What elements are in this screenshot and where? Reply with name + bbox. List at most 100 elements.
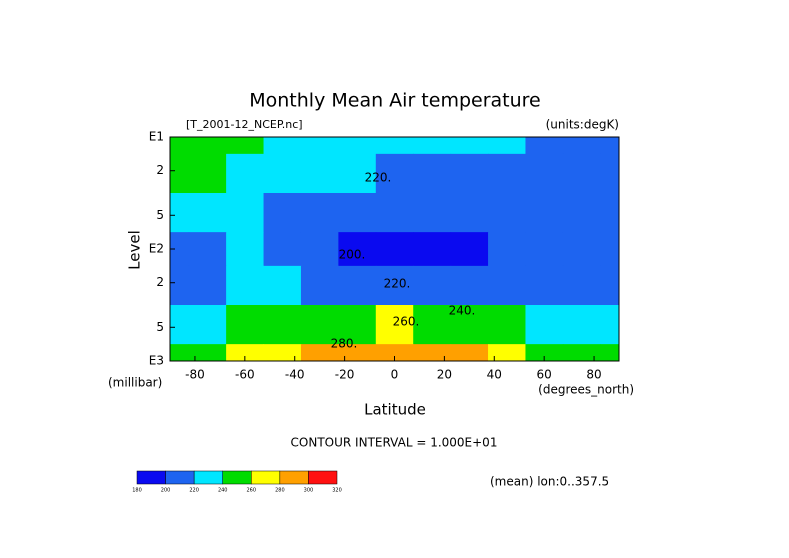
footer: (mean) lon:0..357.5 [490,475,609,489]
contour-cell [263,232,302,267]
contour-cell [525,305,564,345]
contour-cell [338,153,377,194]
contour-cell [338,344,377,362]
units-label: (units:degK) [546,118,619,132]
contour-cell [188,153,227,194]
contour-cell [562,193,601,233]
x-tick-label: 80 [586,368,601,382]
colorbar-box [193,470,223,485]
colorbar-box [136,470,166,485]
contour-cell [600,305,620,345]
contour-cell [562,232,601,267]
contour-cell [188,305,227,345]
contour-cell [226,153,265,194]
y-tick-label: E1 [149,130,164,144]
colorbar-label: 180 [132,488,142,494]
contour-cell [263,137,302,155]
contour-cell [263,344,302,362]
contour-cell [375,137,414,155]
contour-cell [488,153,526,194]
contour-cell [450,265,489,306]
contour-cell [170,344,190,362]
contour-cell [488,232,526,267]
x-tick-label: -60 [235,368,255,382]
x-unit-label: (degrees_north) [538,383,634,397]
contour-cell [450,344,489,362]
contour-cell [375,153,414,194]
contour-cell [488,193,526,233]
x-tick-label: 20 [437,368,452,382]
contour-cell [300,193,339,233]
contour-cell [263,305,302,345]
contour-cell [338,137,377,155]
contour-cell [263,153,302,194]
contour-cell [263,193,302,233]
contour-cell [375,193,414,233]
colorbar-label: 300 [304,488,314,494]
x-tick-label: 0 [391,368,399,382]
contour-cell [188,265,227,306]
contour-cell [300,344,339,362]
contour-cell [450,232,489,267]
contour-cell [488,344,526,362]
colorbar-box [165,470,195,485]
contour-cell [600,265,620,306]
y-unit-label: (millibar) [108,376,162,390]
contour-cell [488,265,526,306]
x-axis-label: Latitude [364,401,426,419]
contour-cell [338,265,377,306]
contour-cell [562,344,601,362]
contour-cell [413,137,452,155]
contour-cell [600,232,620,267]
contour-cell [226,137,265,155]
contour-cell [600,193,620,233]
contour-cell [170,232,190,267]
contour-cell [375,305,414,345]
contour-label: 280. [331,337,358,351]
contour-cell [413,153,452,194]
contour-cell [525,265,564,306]
y-tick-label: 2 [156,275,164,289]
contour-cell [300,305,339,345]
y-tick-label: E2 [149,242,164,256]
x-tick-label: 40 [487,368,502,382]
contour-cell [300,153,339,194]
colorbar-box [251,470,281,485]
contour-cell [375,344,414,362]
contour-label: 220. [365,171,392,185]
contour-cell [525,137,564,155]
contour-cell [450,153,489,194]
contour-cell [525,232,564,267]
source-label: [T_2001-12_NCEP.nc] [186,118,303,131]
contour-cell [375,265,414,306]
contour-cell [525,153,564,194]
contour-cell [226,344,265,362]
contour-cell [226,193,265,233]
contour-cell [525,344,564,362]
contour-cell [600,153,620,194]
x-tick-label: -80 [185,368,205,382]
y-tick-label: 5 [156,208,164,222]
contour-cell [562,153,601,194]
contour-cell [300,137,339,155]
contour-cell [188,344,227,362]
colorbar-label: 320 [332,488,342,494]
colorbar-label: 200 [161,488,171,494]
contour-cell [600,344,620,362]
contour-cell [413,305,452,345]
contour-cell [170,305,190,345]
contour-cell [450,193,489,233]
contour-cell [600,137,620,155]
contour-cell [226,305,265,345]
contour-cell [413,344,452,362]
colorbar-label: 280 [275,488,285,494]
colorbar-box [222,470,252,485]
contour-cell [338,193,377,233]
contour-cell [226,232,265,267]
contour-cell [413,265,452,306]
contour-cell [170,137,190,155]
note: CONTOUR INTERVAL = 1.000E+01 [291,436,498,450]
contour-cell [413,232,452,267]
contour-cell [170,153,190,194]
contour-cell [525,193,564,233]
